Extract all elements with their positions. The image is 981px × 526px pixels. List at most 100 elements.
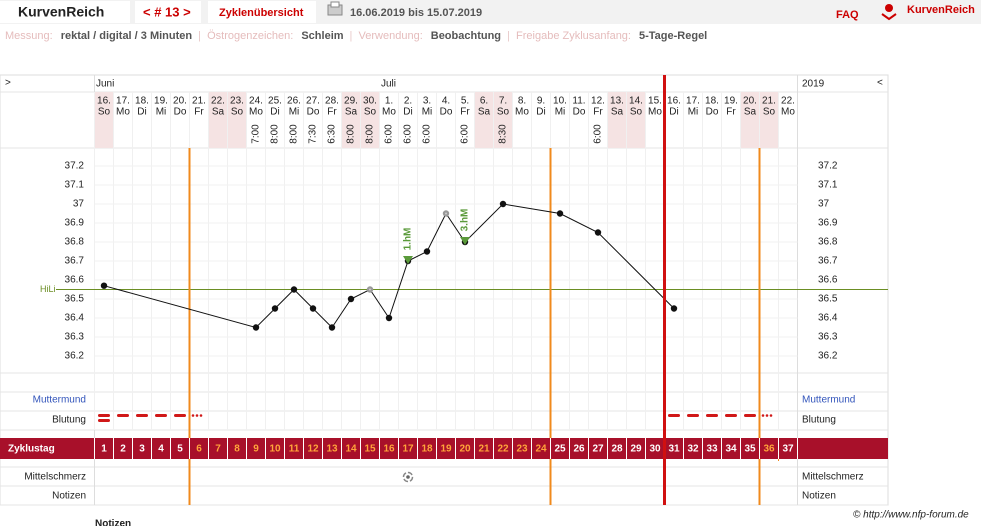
overview-button[interactable]: Zyklenübersicht <box>219 7 304 19</box>
spotting-mark <box>769 414 773 417</box>
weekday: Mo <box>116 107 130 118</box>
cycle-day: 4 <box>158 444 164 455</box>
y-tick-label: 37 <box>73 199 85 210</box>
date: 22. <box>211 96 225 107</box>
y-tick-label-right: 37.1 <box>818 180 838 191</box>
temperature-point <box>290 286 298 293</box>
setting-label: Freigabe Zyklusanfang: <box>516 30 631 42</box>
y-tick-label-right: 36.6 <box>818 275 838 286</box>
date: 9. <box>537 96 545 107</box>
high-marker <box>403 256 413 264</box>
brand: KurvenReich <box>18 4 104 20</box>
row-label: Blutung <box>802 415 836 426</box>
date: 18. <box>135 96 149 107</box>
weekday: Sa <box>212 107 225 118</box>
weekday: Fr <box>327 107 337 118</box>
spotting-mark <box>199 414 203 417</box>
logo-text: KurvenReich <box>907 4 975 16</box>
date: 8. <box>518 96 526 107</box>
weekday: Mi <box>156 107 167 118</box>
cycle-day: 9 <box>253 444 259 455</box>
bleeding-mark <box>687 414 699 417</box>
y-tick-label: 37.1 <box>65 180 85 191</box>
faq[interactable]: FAQ <box>836 9 859 21</box>
y-tick-label: 36.8 <box>65 237 85 248</box>
date: 17. <box>686 96 700 107</box>
temperature-point <box>385 314 393 322</box>
nav-next[interactable]: < <box>877 78 883 89</box>
y-tick-label-right: 37.2 <box>818 161 838 172</box>
weekday: Mo <box>648 107 662 118</box>
month: Juni <box>96 79 114 90</box>
weekend-cell <box>227 92 247 148</box>
high-marker <box>460 237 470 245</box>
date: 10. <box>553 96 567 107</box>
cycle-day: 24 <box>535 444 547 455</box>
weekday: Sa <box>345 107 358 118</box>
nav-prev[interactable]: > <box>5 78 11 89</box>
y-tick-label-right: 36.8 <box>818 237 838 248</box>
date: 21. <box>762 96 776 107</box>
weekday: So <box>763 107 776 118</box>
year: 2019 <box>802 79 825 90</box>
setting-value: Schleim <box>301 30 343 42</box>
overview-box[interactable] <box>208 1 316 23</box>
setting-label: Verwendung: <box>359 30 423 42</box>
temperature-point <box>100 282 108 289</box>
weekday: Sa <box>478 107 491 118</box>
bleeding-mark <box>155 414 167 417</box>
cycle-day: 14 <box>345 444 357 455</box>
weekend-cell <box>493 92 513 148</box>
measure-time: 6:30 <box>327 124 338 144</box>
cycle-day: 7 <box>215 444 221 455</box>
measure-time: 6:00 <box>593 124 604 144</box>
weekday: Mo <box>249 107 263 118</box>
row-label: Blutung <box>52 415 86 426</box>
cycle-nav[interactable]: < # 13 > <box>143 4 191 19</box>
row-label: Zyklustag <box>8 444 55 455</box>
temperature-point <box>594 229 602 236</box>
date: 2. <box>404 96 412 107</box>
measure-time: 6:00 <box>403 124 414 144</box>
mittelschmerz-dot <box>406 475 410 479</box>
y-tick-label: 36.6 <box>65 275 85 286</box>
spotting-mark <box>191 414 195 417</box>
date: 30. <box>363 96 377 107</box>
cycle-day: 6 <box>196 444 202 455</box>
weekday: Mi <box>289 107 300 118</box>
excluded-flag <box>445 212 447 215</box>
separator: | <box>198 30 201 42</box>
weekday: So <box>630 107 643 118</box>
date: 6. <box>480 96 488 107</box>
bleeding-mark <box>98 414 110 417</box>
nav-box[interactable] <box>135 1 201 23</box>
cycle-day: 21 <box>478 444 490 455</box>
cycle-day: 20 <box>459 444 471 455</box>
weekend-cell <box>341 92 361 148</box>
cycle-day: 22 <box>497 444 509 455</box>
weekday: Do <box>573 107 586 118</box>
date: 26. <box>287 96 301 107</box>
date: 16. <box>97 96 111 107</box>
cycle-day: 19 <box>440 444 452 455</box>
date: 20. <box>743 96 757 107</box>
weekday: Do <box>174 107 187 118</box>
y-tick-label: 36.7 <box>65 256 85 267</box>
date: 24. <box>249 96 263 107</box>
cycle-day: 8 <box>234 444 240 455</box>
bleeding-mark <box>117 414 129 417</box>
weekend-cell <box>360 92 380 148</box>
date: 13. <box>610 96 624 107</box>
weekday: Mo <box>382 107 396 118</box>
cycle-day: 37 <box>782 444 794 455</box>
date: 4. <box>442 96 450 107</box>
date: 12. <box>591 96 605 107</box>
measure-time: 8:00 <box>365 124 376 144</box>
date: 28. <box>325 96 339 107</box>
y-tick-label: 37.2 <box>65 161 85 172</box>
cycle-day: 16 <box>383 444 395 455</box>
bleeding-mark <box>174 414 186 417</box>
brand-box <box>0 1 130 23</box>
y-tick-label-right: 36.9 <box>818 218 838 229</box>
